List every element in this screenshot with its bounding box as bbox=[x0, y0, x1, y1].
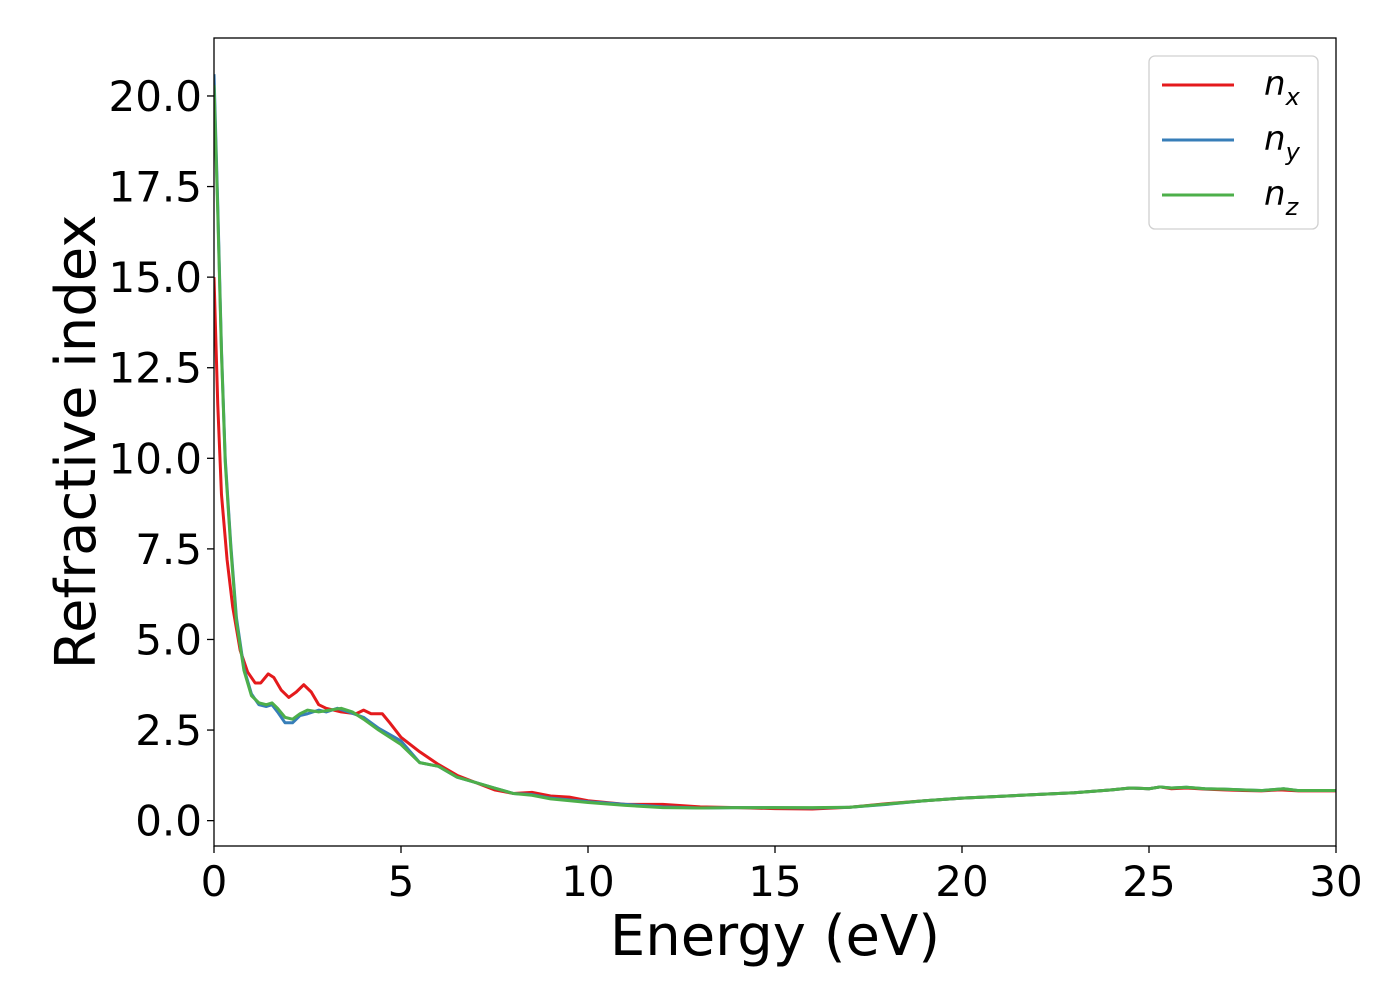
series-lines bbox=[214, 74, 1336, 811]
x-tick-label: 10 bbox=[561, 857, 614, 906]
legend-box bbox=[1148, 55, 1319, 230]
x-axis-ticks: 0 5 10 15 20 25 30 bbox=[201, 846, 1363, 906]
y-tick-label: 5.0 bbox=[135, 615, 202, 664]
y-tick-label: 2.5 bbox=[135, 706, 202, 755]
y-tick-label: 0.0 bbox=[135, 797, 202, 846]
y-tick-label: 7.5 bbox=[135, 525, 202, 574]
y-tick-label: 17.5 bbox=[108, 163, 202, 212]
x-tick-label: 20 bbox=[935, 857, 988, 906]
legend-label-ny: ny bbox=[1264, 119, 1301, 166]
series-line-nz bbox=[214, 85, 1336, 810]
x-tick-label: 5 bbox=[388, 857, 415, 906]
legend-label-nx: nx bbox=[1264, 64, 1301, 111]
y-axis-ticks: 0.0 2.5 5.0 7.5 10.0 12.5 15.0 17.5 20.0 bbox=[108, 72, 214, 846]
x-tick-label: 25 bbox=[1122, 857, 1175, 906]
y-tick-label: 12.5 bbox=[108, 344, 202, 393]
plot-area bbox=[213, 37, 1337, 847]
legend: nx ny nz bbox=[1148, 55, 1319, 230]
legend-label-nz: nz bbox=[1264, 174, 1300, 221]
y-tick-label: 10.0 bbox=[108, 434, 202, 483]
y-tick-label: 15.0 bbox=[108, 253, 202, 302]
x-tick-label: 30 bbox=[1309, 857, 1362, 906]
x-axis-title: Energy (eV) bbox=[610, 904, 940, 969]
x-tick-label: 15 bbox=[748, 857, 801, 906]
y-axis-title: Refractive index bbox=[44, 215, 109, 670]
y-tick-label: 20.0 bbox=[108, 72, 202, 121]
x-tick-label: 0 bbox=[201, 857, 228, 906]
